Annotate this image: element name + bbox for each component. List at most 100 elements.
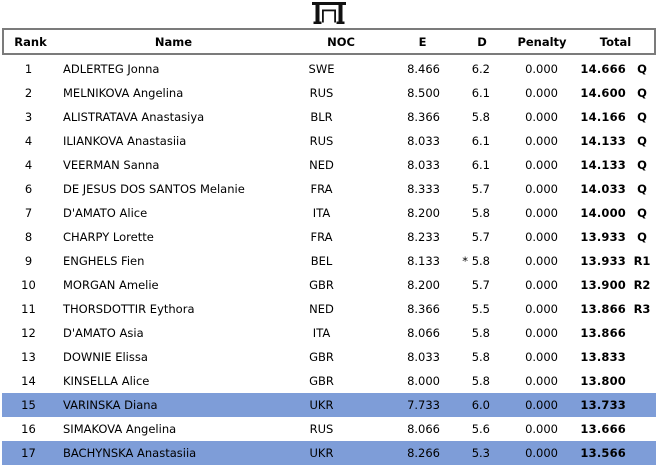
total-score-cell: 13.566	[580, 446, 626, 460]
qualification-cell: Q	[637, 158, 647, 172]
qualification-cell: Q	[637, 134, 647, 148]
e-score-cell: 8.466	[407, 62, 440, 76]
name-cell: VARINSKA Diana	[63, 398, 158, 412]
d-score-cell: 5.8	[471, 326, 490, 340]
d-score-cell: 5.7	[471, 278, 490, 292]
e-score-cell: 8.066	[407, 422, 440, 436]
name-cell: DE JESUS DOS SANTOS Melanie	[63, 182, 245, 196]
d-score-cell: 5.6	[471, 422, 490, 436]
noc-cell: GBR	[309, 350, 334, 364]
table-row: 17 BACHYNSKA Anastasiia UKR 8.266 5.3 0.…	[2, 441, 656, 465]
d-score-cell: 6.1	[471, 134, 490, 148]
rank-cell: 8	[24, 230, 33, 244]
total-score-cell: 14.133	[580, 134, 626, 148]
d-score-cell: 5.8	[471, 206, 490, 220]
qualification-cell: Q	[637, 182, 647, 196]
e-score-cell: 8.333	[407, 182, 440, 196]
qualification-cell: R3	[633, 302, 651, 316]
d-score-cell: 5.8	[471, 350, 490, 364]
noc-cell: FRA	[310, 230, 333, 244]
noc-cell: NED	[309, 158, 334, 172]
table-row: 4 VEERMAN Sanna NED 8.033 6.1 0.000 14.1…	[2, 153, 656, 177]
d-score-cell: 5.3	[471, 446, 490, 460]
name-cell: KINSELLA Alice	[63, 374, 150, 388]
rank-cell: 13	[21, 350, 36, 364]
d-score-cell: 5.8	[471, 374, 490, 388]
qualification-cell: Q	[637, 230, 647, 244]
rank-cell: 9	[24, 254, 33, 268]
e-score-cell: 8.500	[407, 86, 440, 100]
penalty-cell: 0.000	[525, 158, 558, 172]
name-cell: ADLERTEG Jonna	[63, 62, 160, 76]
name-cell: D'AMATO Alice	[63, 206, 148, 220]
total-score-cell: 14.166	[580, 110, 626, 124]
e-score-cell: 8.066	[407, 326, 440, 340]
penalty-cell: 0.000	[525, 422, 558, 436]
penalty-cell: 0.000	[525, 278, 558, 292]
rank-cell: 1	[24, 62, 33, 76]
name-cell: ILIANKOVA Anastasiia	[63, 134, 187, 148]
e-score-cell: 8.033	[407, 134, 440, 148]
rank-cell: 4	[24, 134, 33, 148]
table-row: 8 CHARPY Lorette FRA 8.233 5.7 0.000 13.…	[2, 225, 656, 249]
rank-cell: 16	[21, 422, 36, 436]
qualification-cell: Q	[637, 206, 647, 220]
table-row: 12 D'AMATO Asia ITA 8.066 5.8 0.000 13.8…	[2, 321, 656, 345]
qualification-cell: R1	[633, 254, 651, 268]
table-row: 4 ILIANKOVA Anastasiia RUS 8.033 6.1 0.0…	[2, 129, 656, 153]
penalty-cell: 0.000	[525, 446, 558, 460]
noc-cell: SWE	[308, 62, 335, 76]
total-score-cell: 14.033	[580, 182, 626, 196]
table-row: 7 D'AMATO Alice ITA 8.200 5.8 0.000 14.0…	[2, 201, 656, 225]
name-cell: SIMAKOVA Angelina	[63, 422, 177, 436]
rank-cell: 12	[21, 326, 36, 340]
noc-cell: RUS	[309, 134, 334, 148]
table-header: Rank Name NOC E D Penalty Total	[2, 28, 656, 55]
total-score-cell: 13.800	[580, 374, 626, 388]
rank-cell: 4	[24, 158, 33, 172]
col-header-name: Name	[57, 35, 290, 49]
col-header-noc: NOC	[290, 35, 392, 49]
name-cell: ENGHELS Fien	[63, 254, 145, 268]
table-row: 11 THORSDOTTIR Eythora NED 8.366 5.5 0.0…	[2, 297, 656, 321]
d-score-cell: 5.8	[471, 110, 490, 124]
name-cell: MELNIKOVA Angelina	[63, 86, 184, 100]
noc-cell: UKR	[309, 398, 334, 412]
e-score-cell: 8.200	[407, 206, 440, 220]
e-score-cell: 8.266	[407, 446, 440, 460]
penalty-cell: 0.000	[525, 254, 558, 268]
results-table: Rank Name NOC E D Penalty Total 1 ADLERT…	[2, 28, 656, 465]
e-score-cell: 7.733	[407, 398, 440, 412]
col-header-penalty: Penalty	[511, 35, 573, 49]
total-score-cell: 14.133	[580, 158, 626, 172]
e-score-cell: 8.366	[407, 110, 440, 124]
rank-cell: 17	[21, 446, 36, 460]
table-row: 2 MELNIKOVA Angelina RUS 8.500 6.1 0.000…	[2, 81, 656, 105]
rank-cell: 2	[24, 86, 33, 100]
name-cell: THORSDOTTIR Eythora	[63, 302, 195, 316]
qualification-cell: R2	[633, 278, 651, 292]
rank-cell: 7	[24, 206, 33, 220]
penalty-cell: 0.000	[525, 326, 558, 340]
table-row: 10 MORGAN Amelie GBR 8.200 5.7 0.000 13.…	[2, 273, 656, 297]
table-row: 6 DE JESUS DOS SANTOS Melanie FRA 8.333 …	[2, 177, 656, 201]
table-row: 14 KINSELLA Alice GBR 8.000 5.8 0.000 13…	[2, 369, 656, 393]
name-cell: D'AMATO Asia	[63, 326, 144, 340]
table-row: 3 ALISTRATAVA Anastasiya BLR 8.366 5.8 0…	[2, 105, 656, 129]
table-row: 16 SIMAKOVA Angelina RUS 8.066 5.6 0.000…	[2, 417, 656, 441]
col-header-d: D	[453, 35, 511, 49]
noc-cell: RUS	[309, 86, 334, 100]
rank-cell: 14	[21, 374, 36, 388]
e-score-cell: 8.200	[407, 278, 440, 292]
table-row: 1 ADLERTEG Jonna SWE 8.466 6.2 0.000 14.…	[2, 57, 656, 81]
noc-cell: BLR	[310, 110, 333, 124]
col-header-e: E	[392, 35, 453, 49]
penalty-cell: 0.000	[525, 350, 558, 364]
noc-cell: BEL	[310, 254, 333, 268]
penalty-cell: 0.000	[525, 110, 558, 124]
table-row: 9 ENGHELS Fien BEL 8.133 * 5.8 0.000 13.…	[2, 249, 656, 273]
total-score-cell: 14.666	[580, 62, 626, 76]
penalty-cell: 0.000	[525, 230, 558, 244]
d-score-cell: 6.1	[471, 158, 490, 172]
